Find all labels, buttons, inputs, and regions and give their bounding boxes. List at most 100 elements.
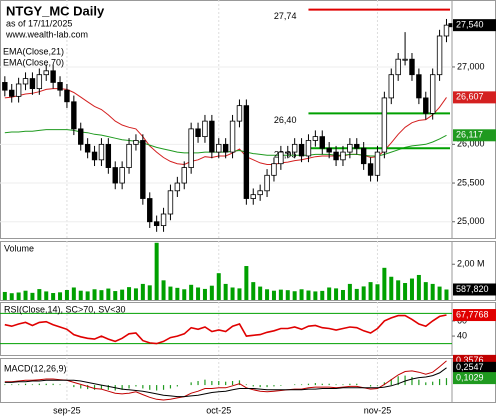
candle-body [84,143,91,153]
candle-body [229,120,236,153]
candle-body [43,70,49,76]
candle-body [71,101,77,130]
volume-bar [196,287,201,300]
volume-bar [182,289,187,300]
volume-bar [423,282,428,300]
histogram-bar [314,383,316,386]
histogram-bar [156,385,158,391]
histogram-bar [80,385,82,389]
volume-bar [285,290,290,300]
histogram-bar [162,385,165,390]
volume-bar [389,276,394,300]
histogram-bar [24,383,27,386]
candle-body [305,140,312,157]
volume-bar [258,286,263,300]
candle-body [78,128,84,145]
histogram-bar [197,381,199,386]
histogram-bar [342,384,344,386]
macd-line [4,360,447,401]
histogram-bar [425,382,427,386]
candle-body [367,163,374,176]
histogram-bar [100,385,103,390]
candle-body [347,143,353,153]
volume-bar [320,290,325,300]
last-value-box [453,361,496,374]
candle-body [133,140,139,145]
last-value-label: 0,1029 [456,372,484,382]
volume-bar [223,283,228,300]
volume-bar [237,288,242,300]
histogram-bar [142,385,144,389]
volume-bar [16,292,21,300]
candle-body [181,167,187,184]
last-value-box [453,129,496,142]
subtitle: as of 17/11/2025 [6,18,72,28]
panel-title: Volume [4,243,34,253]
volume-bar [44,291,49,300]
histogram-bar [294,384,296,386]
candle-body [91,151,98,161]
candle-body [98,143,105,161]
volume-bar [327,287,332,300]
source: www.wealth-lab.com [5,29,88,39]
histogram-bar [38,383,40,386]
histogram-bar [397,376,399,386]
volume-bar [120,289,125,300]
volume-bar [251,282,256,300]
volume-bar [140,283,145,300]
candle-body [36,74,43,90]
candle-body [319,136,325,149]
volume-bar [99,290,104,300]
volume-bar [106,288,111,300]
rsi-line [4,314,447,345]
candle-body [126,143,132,168]
volume-bar [78,290,83,300]
histogram-bar [307,383,310,386]
histogram-bar [418,379,420,386]
last-value-label: 27,540 [456,20,484,30]
last-value-box [453,283,496,296]
histogram-bar [445,378,448,386]
level-label: 26,40 [274,115,297,125]
histogram-bar [376,385,379,386]
last-value-label: 0,3576 [456,355,484,365]
histogram-bar [225,381,227,386]
volume-bar [403,283,408,300]
volume-bar [71,287,76,300]
histogram-bar [128,385,130,389]
volume-bar [127,287,132,300]
histogram-bar [335,384,337,386]
histogram-bar [404,375,406,386]
last-value-box [453,19,496,32]
candle-body [22,78,29,85]
candle-body [381,97,388,153]
histogram-bar [369,385,372,387]
candle-body [360,147,367,165]
volume-bar [202,288,207,300]
volume-bar [244,266,249,300]
histogram-bar [87,385,89,390]
histogram-bar [390,378,392,386]
volume-bar [92,289,97,300]
last-value-box [453,309,496,322]
volume-bar [30,292,35,300]
last-value-label: 67,7768 [456,309,489,319]
histogram-bar [356,383,358,386]
volume-bar [51,293,56,300]
volume-bar [271,290,276,300]
level-label: 27,74 [274,11,297,21]
volume-bar [175,287,180,300]
candle-body [209,120,215,153]
candle-body [64,89,70,103]
candle-body [147,198,153,223]
volume-bar [409,278,414,300]
candle-body [195,128,201,138]
volume-bar [64,289,69,300]
volume-bar [347,283,352,300]
candle-body [188,128,194,168]
candle-body [160,213,167,227]
histogram-bar [4,384,6,386]
candle-body [153,221,160,227]
volume-bar [354,288,359,300]
candle-body [291,143,298,153]
